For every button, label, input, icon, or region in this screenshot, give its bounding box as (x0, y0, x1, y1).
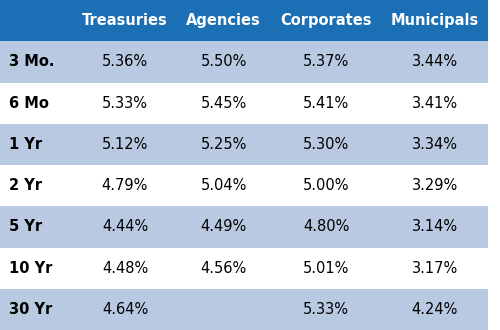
Bar (72, 165, 178, 206)
Bar (382, 124, 488, 165)
Text: 10 Yr: 10 Yr (9, 261, 52, 276)
Bar (382, 248, 488, 289)
Bar (72, 82, 178, 124)
Bar (178, 41, 270, 82)
Bar (178, 289, 270, 330)
Text: 5.33%: 5.33% (102, 96, 148, 111)
Bar (72, 248, 178, 289)
Bar (270, 124, 382, 165)
Text: Agencies: Agencies (186, 13, 261, 28)
Bar (270, 165, 382, 206)
Text: 4.64%: 4.64% (102, 302, 148, 317)
Bar (72, 124, 178, 165)
Bar (0, 165, 72, 206)
Bar (178, 82, 270, 124)
Bar (270, 289, 382, 330)
Text: 3.34%: 3.34% (412, 137, 458, 152)
Text: 5.41%: 5.41% (303, 96, 350, 111)
Bar (0, 124, 72, 165)
Text: 5.04%: 5.04% (200, 178, 247, 193)
Bar (382, 41, 488, 82)
Bar (382, 165, 488, 206)
Text: 4.49%: 4.49% (200, 219, 247, 234)
Bar (72, 206, 178, 248)
Bar (382, 206, 488, 248)
Bar (178, 124, 270, 165)
Bar (0, 82, 72, 124)
Bar (72, 289, 178, 330)
Text: 5.45%: 5.45% (200, 96, 247, 111)
Text: Corporates: Corporates (280, 13, 372, 28)
Bar (270, 41, 382, 82)
Text: 4.24%: 4.24% (412, 302, 458, 317)
Text: 5.30%: 5.30% (303, 137, 350, 152)
Text: 3.29%: 3.29% (412, 178, 458, 193)
Bar (382, 82, 488, 124)
Text: 3.17%: 3.17% (412, 261, 458, 276)
Bar (178, 165, 270, 206)
Text: 5.12%: 5.12% (102, 137, 148, 152)
Text: 5.25%: 5.25% (200, 137, 247, 152)
Text: 4.80%: 4.80% (303, 219, 350, 234)
Text: 6 Mo: 6 Mo (9, 96, 49, 111)
Text: 4.48%: 4.48% (102, 261, 148, 276)
Bar (270, 0, 382, 41)
Bar (178, 0, 270, 41)
Text: 5 Yr: 5 Yr (9, 219, 42, 234)
Text: 3.41%: 3.41% (412, 96, 458, 111)
Text: 5.33%: 5.33% (304, 302, 350, 317)
Text: 5.37%: 5.37% (303, 54, 350, 69)
Text: 5.50%: 5.50% (200, 54, 247, 69)
Bar (72, 41, 178, 82)
Text: 4.56%: 4.56% (200, 261, 247, 276)
Text: 5.00%: 5.00% (303, 178, 350, 193)
Text: 3.14%: 3.14% (412, 219, 458, 234)
Text: 4.44%: 4.44% (102, 219, 148, 234)
Text: 5.01%: 5.01% (303, 261, 350, 276)
Bar (270, 206, 382, 248)
Text: Municipals: Municipals (391, 13, 479, 28)
Bar (270, 248, 382, 289)
Text: 4.79%: 4.79% (102, 178, 148, 193)
Bar (0, 41, 72, 82)
Bar (0, 206, 72, 248)
Bar (0, 248, 72, 289)
Bar (382, 0, 488, 41)
Bar (0, 289, 72, 330)
Text: Treasuries: Treasuries (82, 13, 168, 28)
Bar (178, 206, 270, 248)
Text: 3.44%: 3.44% (412, 54, 458, 69)
Text: 2 Yr: 2 Yr (9, 178, 42, 193)
Bar (382, 289, 488, 330)
Bar (270, 82, 382, 124)
Bar (0, 0, 72, 41)
Bar (72, 0, 178, 41)
Text: 5.36%: 5.36% (102, 54, 148, 69)
Bar (178, 248, 270, 289)
Text: 3 Mo.: 3 Mo. (9, 54, 54, 69)
Text: 1 Yr: 1 Yr (9, 137, 42, 152)
Text: 30 Yr: 30 Yr (9, 302, 52, 317)
